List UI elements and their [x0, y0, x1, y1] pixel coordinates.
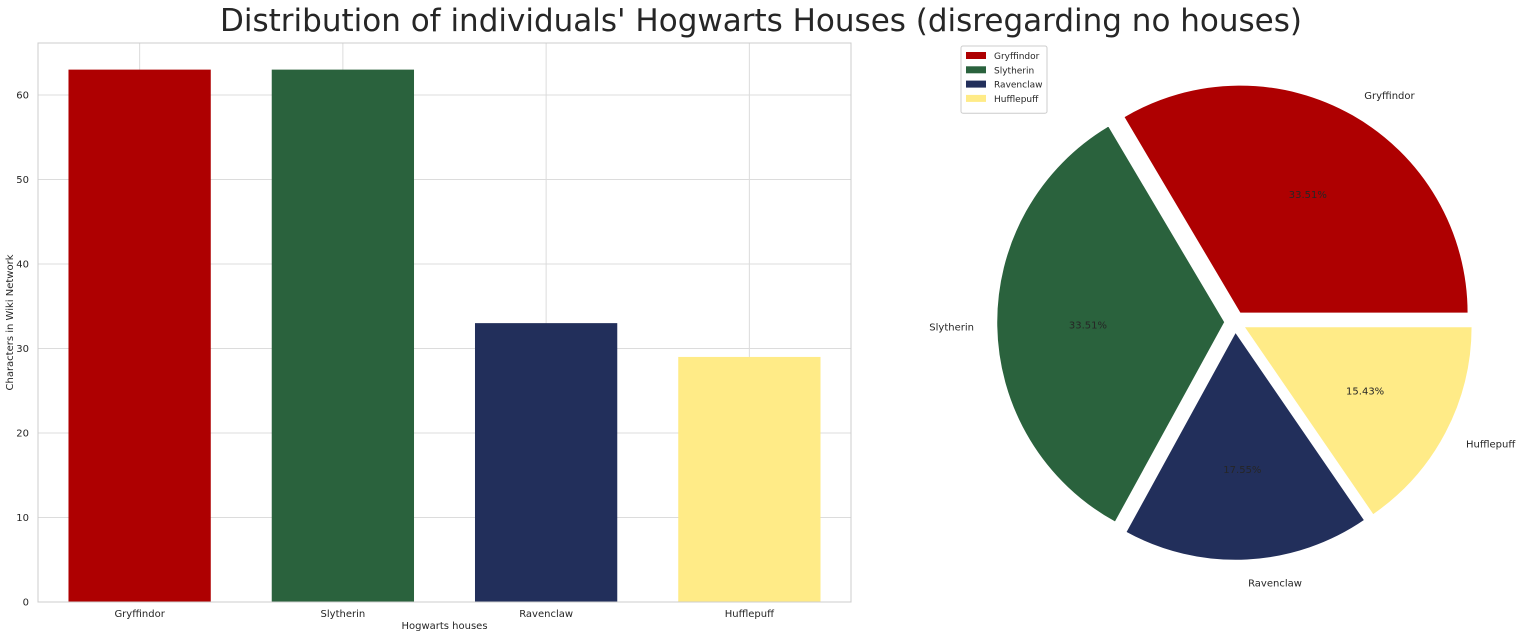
bar-y-tick-label: 30	[16, 344, 29, 355]
legend-swatch	[966, 66, 986, 74]
bar-y-tick-label: 0	[23, 598, 29, 609]
legend-swatch	[966, 80, 986, 88]
pie-label: Gryffindor	[1364, 91, 1415, 102]
legend-label: Gryffindor	[994, 52, 1040, 62]
bar-x-tick-label: Gryffindor	[114, 609, 165, 620]
legend-swatch	[966, 52, 986, 59]
bar-y-tick-label: 50	[16, 175, 29, 186]
legend-swatch	[966, 94, 986, 102]
pie-chart: Gryffindor 33.51% Slytherin 33.51% Ravenclaw…	[929, 45, 1516, 590]
bar-ravenclaw	[474, 323, 618, 602]
pie-percent-label: 15.43%	[1346, 387, 1384, 398]
bar-y-tick-label: 10	[16, 513, 29, 524]
bar-gryffindor	[68, 69, 211, 603]
bar-y-tick-label: 40	[16, 259, 29, 270]
pie-legend: Gryffindor Slytherin Ravenclaw Hufflepuff	[960, 45, 1048, 114]
pie-label: Slytherin	[929, 322, 974, 333]
pie-percent-label: 33.51%	[1289, 190, 1327, 201]
bar-x-tick-label: Ravenclaw	[519, 609, 573, 620]
bar-hufflepuff	[678, 356, 821, 602]
legend-label: Hufflepuff	[994, 95, 1039, 105]
pie-percent-label: 17.55%	[1223, 465, 1261, 476]
bar-y-tick-label: 60	[16, 90, 29, 101]
pie-percent-label: 33.51%	[1069, 320, 1107, 331]
bar-x-tick-label: Slytherin	[321, 609, 366, 620]
pie-slice-ravenclaw	[1125, 331, 1366, 561]
pie-label: Hufflepuff	[1466, 440, 1516, 451]
pie-slice-gryffindor	[1123, 84, 1469, 314]
pie-slice-slytherin	[996, 125, 1226, 523]
pie-label: Ravenclaw	[1248, 579, 1302, 590]
bar-x-tick-label: Hufflepuff	[725, 609, 775, 620]
figure-title: Distribution of individuals' Hogwarts Ho…	[220, 3, 1302, 39]
bar-slytherin	[271, 69, 415, 603]
pie-slice-hufflepuff	[1243, 326, 1473, 516]
bar-y-tick-label: 20	[16, 428, 29, 439]
bar-y-axis-label: Characters in Wiki Network	[5, 254, 16, 390]
bar-axes-frame	[37, 42, 852, 603]
legend-label: Ravenclaw	[994, 81, 1042, 91]
legend-label: Slytherin	[994, 66, 1034, 76]
bar-x-axis-label: Hogwarts houses	[401, 621, 487, 632]
bar-chart: 0 10 20 30 40 50 60 Gryffindor Slytherin Ravencla…	[5, 42, 852, 632]
